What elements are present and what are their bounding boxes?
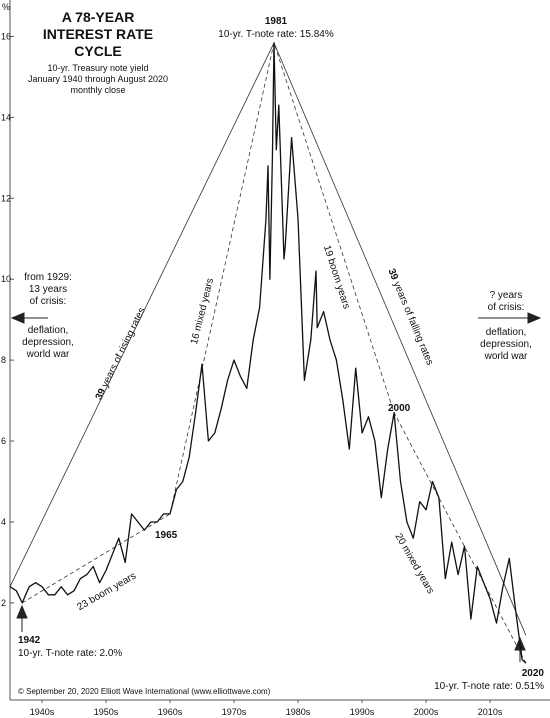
annotation: 10-yr. T-note rate: 0.51% xyxy=(434,681,544,692)
title-line: INTEREST RATE xyxy=(43,26,153,42)
title-line: CYCLE xyxy=(74,43,121,59)
note: 13 years xyxy=(29,284,67,295)
annotation: 19 boom years xyxy=(321,244,352,310)
annotation-text: years of rising rates xyxy=(100,306,148,389)
x-tick-label: 1990s xyxy=(350,707,375,717)
annotation: 39 years of rising rates xyxy=(94,306,148,402)
trend-line xyxy=(9,41,527,636)
annotation: 2000 xyxy=(388,403,411,414)
note: depression, xyxy=(22,337,74,348)
annotation: 1965 xyxy=(155,530,178,541)
note: ? years xyxy=(490,290,523,301)
y-unit: % xyxy=(2,2,10,12)
subtitle-line: 10-yr. Treasury note yield xyxy=(47,63,148,73)
x-tick-label: 1970s xyxy=(222,707,247,717)
note: from 1929: xyxy=(24,272,72,283)
note: deflation, xyxy=(28,325,69,336)
line xyxy=(9,42,527,664)
note: of crisis: xyxy=(30,296,67,307)
annotation: 10-yr. T-note rate: 15.84% xyxy=(218,29,334,40)
annotation: 23 boom years xyxy=(75,571,138,614)
annotation: 2020 xyxy=(522,668,545,679)
note: of crisis: xyxy=(488,302,525,313)
annotation: 16 mixed years xyxy=(189,277,216,345)
x-tick-label: 1940s xyxy=(30,707,55,717)
annotation: 20 mixed years xyxy=(392,532,435,596)
subtitle-line: monthly close xyxy=(70,85,125,95)
x-tick-label: 2010s xyxy=(478,707,503,717)
y-tick-label: 16 xyxy=(1,31,11,41)
annotation: 1942 xyxy=(18,635,41,646)
x-tick-label: 1950s xyxy=(94,707,119,717)
y-tick-label: 4 xyxy=(1,517,6,527)
y-tick-label: 2 xyxy=(1,598,6,608)
y-tick-label: 8 xyxy=(1,355,6,365)
y-tick-label: 10 xyxy=(1,274,11,284)
note: deflation, xyxy=(486,327,527,338)
annotation: 10-yr. T-note rate: 2.0% xyxy=(18,648,122,659)
subtitle-line: January 1940 through August 2020 xyxy=(28,74,168,84)
arrow-head xyxy=(10,312,25,324)
note: world war xyxy=(484,351,528,362)
arrow-head xyxy=(16,604,28,619)
title-line: A 78-YEAR xyxy=(62,9,135,25)
x-tick-label: 1980s xyxy=(286,707,311,717)
note: world war xyxy=(26,349,70,360)
x-tick-label: 2000s xyxy=(414,707,439,717)
annotation: 1981 xyxy=(265,16,288,27)
y-tick-label: 6 xyxy=(1,436,6,446)
arrow-head xyxy=(527,312,542,324)
annotation: 39 years of falling rates xyxy=(385,267,435,367)
annotation-num: 39 xyxy=(385,267,400,282)
x-tick-label: 1960s xyxy=(158,707,183,717)
arrows xyxy=(10,312,542,662)
y-tick-label: 12 xyxy=(1,193,11,203)
y-tick-label: 14 xyxy=(1,112,11,122)
title: A 78-YEAR INTEREST RATE CYCLE 10-yr. Tre… xyxy=(22,9,532,362)
copyright: © September 20, 2020 Elliott Wave Intern… xyxy=(18,687,271,696)
annotation-text: years of falling rates xyxy=(391,280,435,367)
note: depression, xyxy=(480,339,532,350)
trend-line xyxy=(21,41,527,664)
